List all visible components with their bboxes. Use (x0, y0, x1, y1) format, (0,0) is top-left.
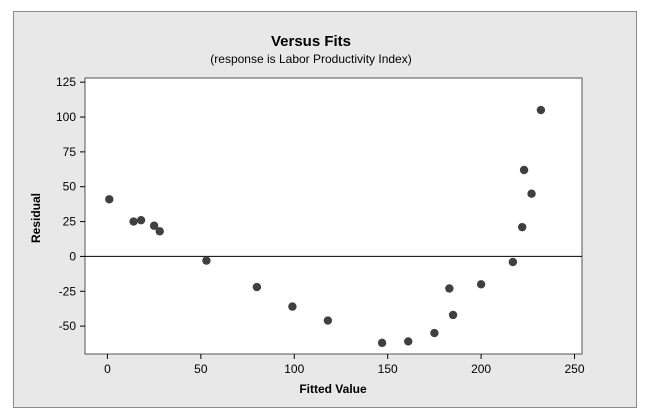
data-point (252, 282, 262, 292)
y-axis-label: Residual (29, 193, 43, 243)
y-tick-label: 0 (69, 249, 76, 263)
data-point (445, 284, 454, 293)
x-tick-label: 0 (104, 362, 111, 376)
y-tick-label: -25 (59, 284, 77, 298)
data-point (149, 221, 159, 230)
y-tick-label: 25 (63, 215, 77, 229)
data-point (288, 302, 297, 311)
data-point (527, 189, 536, 198)
data-point (404, 337, 413, 346)
chart-title: Versus Fits (271, 33, 351, 50)
data-point (519, 165, 529, 175)
data-point (155, 227, 164, 236)
data-point (518, 222, 527, 232)
y-tick-label: 125 (56, 75, 76, 89)
y-tick-label: 50 (63, 180, 77, 194)
data-point (105, 195, 114, 204)
data-point (536, 105, 546, 115)
data-point (430, 328, 439, 338)
x-tick-label: 50 (194, 362, 208, 376)
data-point (377, 338, 387, 348)
data-point (448, 310, 458, 320)
y-tick-label: 100 (56, 110, 76, 124)
chart-subtitle: (response is Labor Productivity Index) (210, 52, 411, 66)
data-point (476, 280, 486, 289)
data-point (323, 316, 333, 325)
x-tick-label: 200 (471, 362, 491, 376)
x-tick-label: 150 (378, 362, 398, 376)
y-tick-label: 75 (63, 145, 77, 159)
x-tick-label: 250 (565, 362, 585, 376)
y-tick-label: -50 (59, 319, 77, 333)
plot-area (84, 77, 583, 355)
x-axis-label: Fitted Value (299, 382, 367, 396)
data-point (508, 257, 518, 267)
data-point (202, 256, 211, 265)
data-point (129, 217, 138, 226)
data-point (136, 215, 146, 225)
x-tick-label: 100 (284, 362, 304, 376)
